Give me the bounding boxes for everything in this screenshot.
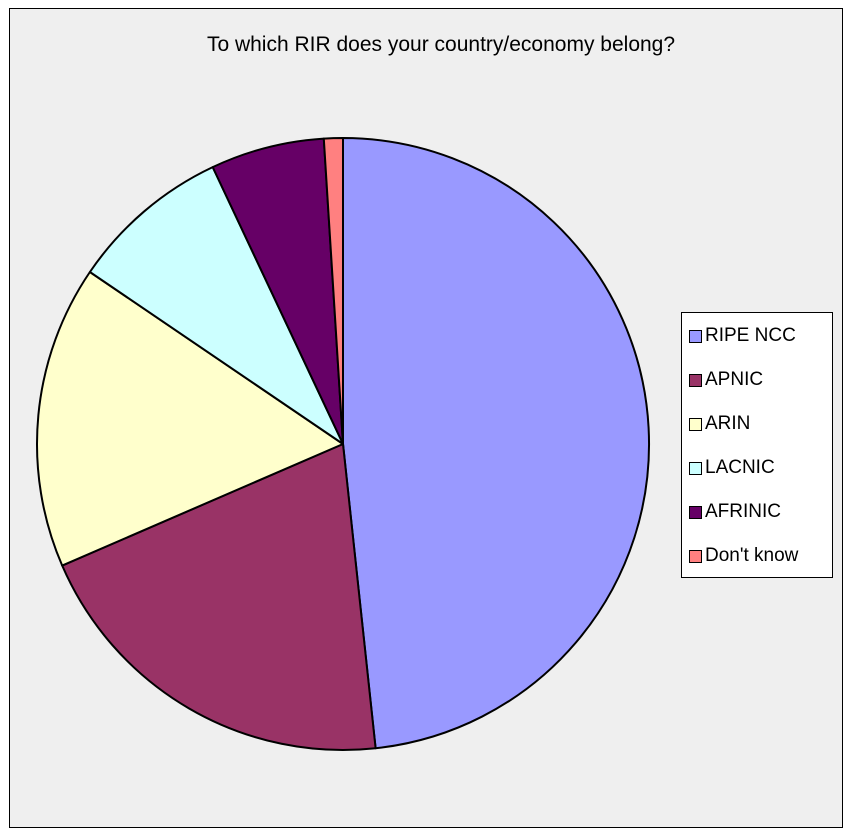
legend-item-dont-know: Don't know — [689, 543, 798, 569]
pie-slice-don-t-know — [322, 136, 344, 445]
pie-slices — [36, 136, 651, 751]
legend-label-afrinic: AFRINIC — [705, 501, 781, 522]
legend-swatch-apnic — [689, 373, 702, 387]
legend-label-arin: ARIN — [705, 413, 751, 434]
legend-swatch-dont-know — [689, 549, 702, 563]
legend-swatch-lacnic — [689, 461, 702, 475]
legend-item-ripe-ncc: RIPE NCC — [689, 323, 796, 349]
legend-item-apnic: APNIC — [689, 367, 763, 393]
pie-slice-arin — [36, 271, 344, 567]
legend-item-afrinic: AFRINIC — [689, 499, 781, 525]
legend-swatch-afrinic — [689, 505, 702, 519]
pie-slice-apnic — [61, 443, 377, 751]
chart-title: To which RIR does your country/economy b… — [206, 33, 676, 56]
legend-item-lacnic: LACNIC — [689, 455, 775, 481]
legend-label-apnic: APNIC — [705, 369, 764, 390]
legend-swatch-arin — [689, 417, 702, 431]
legend-label-dont-know: Don't know — [705, 545, 799, 566]
legend: RIPE NCC APNIC ARIN LACNIC AFRINIC Don't… — [681, 312, 833, 578]
legend-swatch-ripe-ncc — [689, 329, 702, 343]
pie-slice-ripe-ncc — [342, 137, 651, 750]
legend-label-lacnic: LACNIC — [705, 457, 775, 478]
legend-item-arin: ARIN — [689, 411, 750, 437]
pie-slice-lacnic — [88, 166, 344, 445]
legend-label-ripe-ncc: RIPE NCC — [705, 325, 796, 346]
